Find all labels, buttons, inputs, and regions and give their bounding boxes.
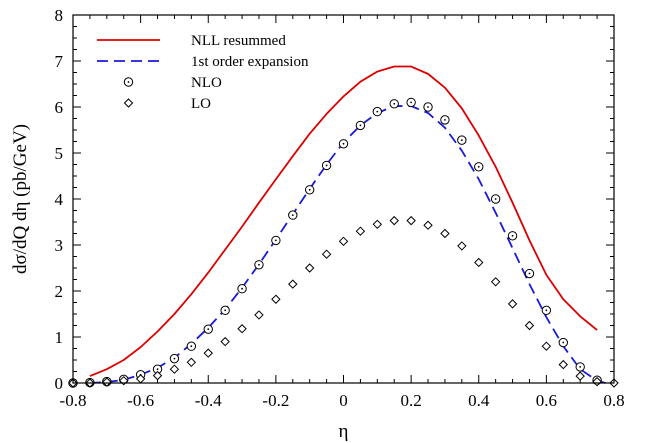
x-tick-label: 0.2	[401, 391, 422, 410]
nlo-point-center	[258, 263, 260, 266]
legend-label: NLO	[191, 75, 222, 91]
nlo-point-center	[291, 214, 294, 217]
y-tick-label: 3	[55, 236, 64, 255]
lo-point	[288, 279, 298, 289]
nlo-point-center	[427, 106, 429, 108]
series-1	[89, 105, 606, 384]
y-tick-label: 0	[55, 374, 64, 393]
lo-point	[507, 299, 518, 309]
lo-point	[304, 263, 315, 273]
nlo-point-center	[460, 139, 463, 142]
nlo-point-center	[274, 239, 277, 242]
lo-point	[440, 228, 450, 239]
nlo-point-center	[325, 164, 328, 167]
lo-point	[541, 341, 552, 351]
lo-point	[220, 336, 230, 347]
nlo-point-center	[342, 142, 345, 145]
lo-point	[524, 320, 535, 331]
x-tick-label: -0.2	[262, 391, 289, 410]
nlo-point-center	[190, 345, 193, 348]
y-tick-label: 4	[55, 190, 64, 209]
lo-point	[102, 377, 112, 387]
nlo-point-center	[494, 198, 497, 200]
nlo-point-center	[511, 234, 514, 237]
nlo-point-center	[241, 287, 243, 290]
series-0	[89, 65, 598, 377]
x-tick-label: 0.4	[468, 391, 490, 410]
ticks-layer: -0.8 -0.6 -0.4 -0.2 0 0.2 0.4 0.6 0.8 0 1 2 3 4 5 6 7 8	[55, 6, 625, 410]
nlo-point-center	[376, 110, 379, 113]
nlo-point-center	[444, 118, 446, 121]
nlo-point-center	[545, 309, 548, 312]
plot-frame	[72, 14, 615, 384]
nll-resummed-line	[89, 65, 598, 377]
x-tick-label: 0.6	[536, 391, 557, 410]
nlo-point-center	[173, 357, 176, 360]
nlo-point-center	[477, 165, 480, 168]
lo-point	[169, 364, 180, 374]
lo-point	[152, 370, 163, 381]
lo-point	[237, 324, 247, 334]
y-tick-label: 1	[55, 328, 64, 347]
lo-point	[474, 257, 484, 268]
legend: NLL resummed 1st order expansion NLO LO	[97, 33, 309, 112]
lo-point	[321, 249, 332, 259]
nlo-point-center	[156, 368, 159, 371]
y-tick-label: 7	[55, 52, 64, 71]
nlo-point-center	[562, 341, 565, 344]
first-order-expansion-line	[89, 105, 606, 384]
nlo-point-center	[207, 328, 210, 331]
lo-point	[592, 376, 602, 387]
lo-point	[558, 359, 568, 370]
nlo-point-center	[224, 309, 227, 312]
lo-point	[186, 357, 197, 368]
x-tick-label: 0	[339, 391, 348, 410]
nlo-point-center	[127, 81, 130, 83]
lo-point	[338, 236, 349, 247]
series-3	[68, 215, 619, 388]
lo-point	[575, 371, 585, 381]
legend-label: LO	[191, 96, 211, 112]
series-2	[68, 97, 602, 388]
lo-point	[271, 294, 281, 304]
series-layer	[68, 65, 619, 388]
x-tick-label: -0.8	[60, 391, 87, 410]
x-tick-label: 0.8	[603, 391, 624, 410]
nlo-point-center	[308, 188, 311, 191]
y-tick-label: 2	[55, 282, 64, 301]
lo-point	[406, 215, 416, 226]
lo-point	[457, 241, 467, 251]
lo-point	[423, 220, 433, 230]
y-tick-label: 5	[55, 144, 64, 163]
lo-point	[355, 226, 366, 236]
lo-point	[123, 98, 134, 108]
lo-point	[389, 215, 399, 226]
lo-point	[254, 310, 264, 320]
legend-label: NLL resummed	[191, 33, 286, 49]
y-tick-label: 8	[55, 6, 64, 25]
nlo-point-center	[393, 102, 396, 105]
lo-point	[490, 277, 501, 287]
nlo-point-center	[528, 272, 531, 275]
y-tick-label: 6	[55, 98, 64, 117]
x-tick-label: -0.6	[127, 391, 154, 410]
lo-point	[372, 219, 383, 230]
legend-label: 1st order expansion	[191, 54, 309, 70]
x-tick-label: -0.4	[195, 391, 222, 410]
nlo-point-center	[359, 124, 362, 127]
x-axis-label: η	[339, 421, 349, 442]
lo-point	[203, 348, 213, 358]
y-axis-label: dσ/dQ dη (pb/GeV)	[10, 124, 31, 274]
nlo-point-center	[579, 366, 582, 368]
nlo-point-center	[410, 101, 413, 104]
